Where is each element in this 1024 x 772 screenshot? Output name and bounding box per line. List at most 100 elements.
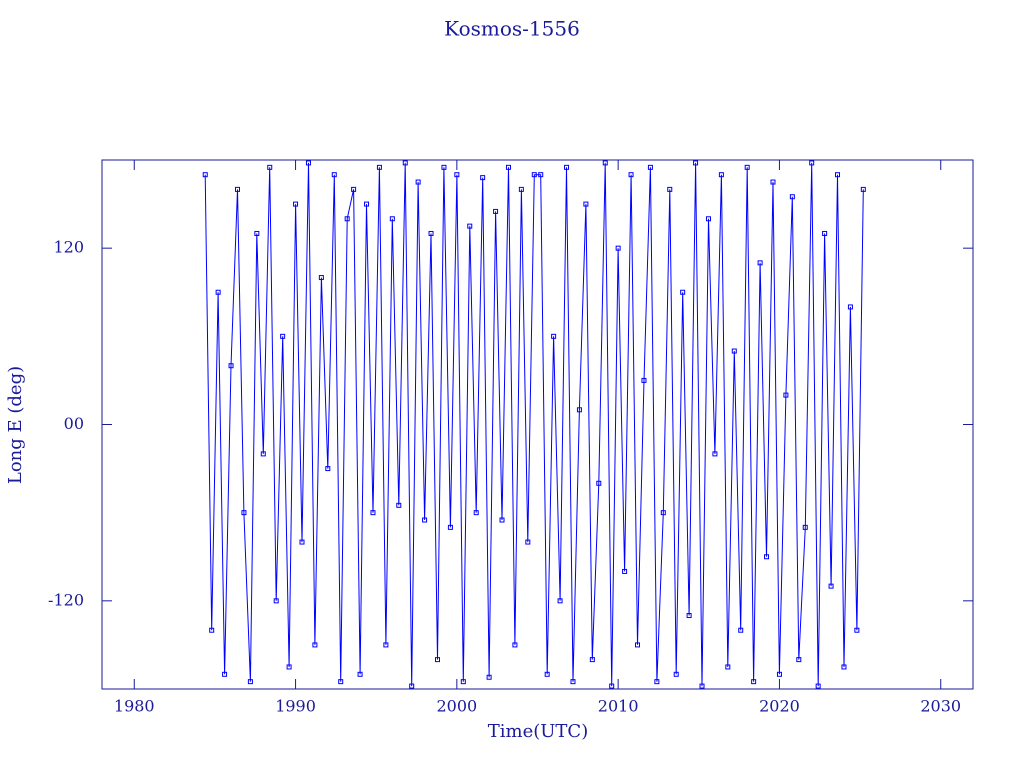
data-point — [686, 613, 692, 619]
data-point — [299, 539, 305, 545]
data-point — [209, 627, 215, 633]
data-point — [286, 664, 292, 670]
plot-frame — [101, 159, 974, 690]
data-point — [538, 172, 544, 178]
data-point — [344, 216, 350, 222]
data-point — [789, 194, 795, 200]
data-point — [325, 466, 331, 472]
y-tick-label: -120 — [48, 590, 84, 609]
data-point — [854, 627, 860, 633]
data-point — [409, 683, 415, 689]
data-point — [699, 683, 705, 689]
data-point — [441, 164, 447, 170]
data-point — [609, 683, 615, 689]
data-point — [725, 664, 731, 670]
data-point — [234, 186, 240, 192]
data-point — [583, 201, 589, 207]
data-point — [802, 524, 808, 530]
data-point — [622, 568, 628, 574]
data-point — [705, 216, 711, 222]
data-point — [389, 216, 395, 222]
data-point — [796, 657, 802, 663]
data-point — [564, 164, 570, 170]
data-point — [518, 186, 524, 192]
data-point — [499, 517, 505, 523]
data-point — [202, 172, 208, 178]
data-point — [364, 201, 370, 207]
data-point — [783, 392, 789, 398]
data-point — [228, 363, 234, 369]
data-point — [776, 671, 782, 677]
data-point — [757, 260, 763, 266]
data-point — [222, 671, 228, 677]
data-point — [815, 683, 821, 689]
data-point — [467, 223, 473, 229]
data-point — [402, 160, 408, 166]
data-point — [860, 186, 866, 192]
data-point — [738, 627, 744, 633]
data-line — [204, 162, 864, 687]
data-point — [480, 175, 486, 181]
data-point — [557, 598, 563, 604]
data-point — [551, 333, 557, 339]
data-point — [280, 333, 286, 339]
data-point — [841, 664, 847, 670]
data-point — [822, 230, 828, 236]
y-axis-label: Long E (deg) — [5, 366, 26, 484]
data-point — [383, 642, 389, 648]
data-point — [260, 451, 266, 457]
data-point — [493, 208, 499, 214]
data-point — [428, 230, 434, 236]
data-point — [770, 179, 776, 185]
data-point — [731, 348, 737, 354]
x-tick-label: 2010 — [598, 697, 639, 716]
data-point — [376, 164, 382, 170]
data-point — [828, 583, 834, 589]
data-point — [835, 172, 841, 178]
x-tick-label: 1980 — [114, 697, 155, 716]
data-point — [434, 657, 440, 663]
x-tick-label: 1990 — [275, 697, 316, 716]
data-point — [847, 304, 853, 310]
data-point — [293, 201, 299, 207]
y-tick-label: 00 — [64, 414, 84, 433]
chart-title: Kosmos-1556 — [444, 17, 580, 41]
plot-area — [202, 160, 866, 689]
data-point — [570, 679, 576, 685]
data-point — [764, 554, 770, 560]
data-point — [744, 164, 750, 170]
data-point — [454, 172, 460, 178]
data-point — [415, 179, 421, 185]
x-axis-label: Time(UTC) — [488, 721, 588, 742]
data-point — [544, 671, 550, 677]
data-point — [318, 275, 324, 281]
data-point — [254, 230, 260, 236]
data-point — [751, 679, 757, 685]
data-point — [396, 502, 402, 508]
data-point — [628, 172, 634, 178]
data-point — [647, 164, 653, 170]
data-point — [654, 679, 660, 685]
data-point — [693, 160, 699, 166]
data-point — [809, 160, 815, 166]
data-point — [447, 524, 453, 530]
data-point — [370, 510, 376, 516]
data-point — [660, 510, 666, 516]
x-tick-label: 2000 — [436, 697, 477, 716]
x-tick-label: 2020 — [759, 697, 800, 716]
x-tick-label: 2030 — [920, 697, 961, 716]
data-point — [305, 160, 311, 166]
data-point — [486, 674, 492, 680]
data-point — [576, 407, 582, 413]
data-point — [312, 642, 318, 648]
data-point — [422, 517, 428, 523]
data-point — [589, 657, 595, 663]
data-point — [667, 186, 673, 192]
data-point — [505, 164, 511, 170]
y-tick-label: 120 — [53, 238, 84, 257]
data-point — [351, 186, 357, 192]
data-point — [596, 480, 602, 486]
data-point — [273, 598, 279, 604]
data-point — [615, 245, 621, 251]
